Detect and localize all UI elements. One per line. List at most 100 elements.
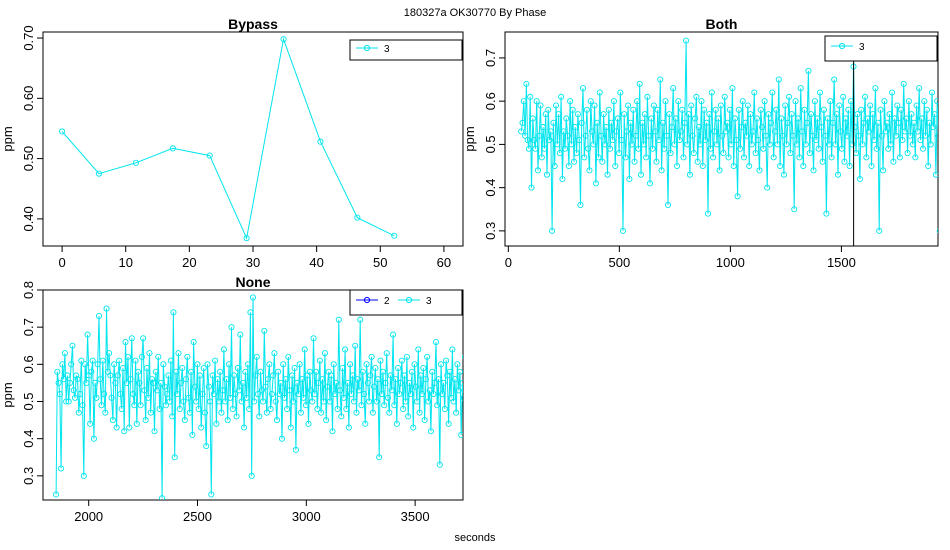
data-point [494, 358, 499, 363]
data-point [311, 391, 318, 398]
data-point [347, 361, 354, 368]
series-3 [59, 36, 398, 242]
data-point [871, 137, 878, 144]
data-point [64, 372, 71, 379]
data-point [271, 350, 278, 357]
data-point [166, 398, 173, 405]
data-point [205, 383, 212, 390]
y-tick-label: 0.5 [21, 392, 36, 410]
data-point [883, 119, 891, 126]
data-point [543, 171, 551, 178]
data-point [637, 171, 645, 178]
data-point [512, 391, 517, 396]
data-point [147, 409, 154, 416]
data-point [532, 369, 537, 374]
data-point [253, 353, 260, 360]
data-point [684, 141, 691, 148]
data-point [731, 115, 739, 122]
data-point [71, 394, 79, 401]
data-point [841, 158, 848, 165]
data-point [795, 115, 802, 122]
data-point [266, 361, 273, 368]
data-point [640, 141, 647, 148]
data-point [789, 132, 797, 139]
data-point [65, 398, 72, 405]
data-point [698, 98, 705, 105]
data-point [887, 141, 894, 148]
data-point [496, 377, 501, 382]
data-point [145, 394, 152, 401]
data-point [894, 102, 901, 109]
data-point [627, 119, 634, 126]
data-point [541, 145, 548, 152]
data-point [878, 132, 885, 139]
data-point [842, 115, 849, 122]
data-point [109, 417, 116, 424]
y-tick-label: 0.6 [21, 355, 36, 373]
data-point [316, 357, 323, 364]
data-point [801, 106, 808, 113]
data-point [379, 368, 387, 375]
x-tick-label: 30 [246, 255, 260, 270]
data-point [225, 361, 233, 368]
data-point [564, 132, 571, 139]
data-point [672, 115, 679, 122]
data-point [415, 346, 422, 353]
data-point [851, 124, 858, 131]
data-point [395, 365, 402, 372]
legend-label: 3 [426, 296, 432, 307]
data-point [779, 132, 786, 139]
data-point [706, 111, 713, 118]
data-point [662, 98, 669, 105]
legend-marker [363, 296, 371, 304]
data-point [398, 357, 405, 364]
data-point [712, 106, 719, 113]
legend-marker [838, 42, 846, 50]
data-point [135, 368, 142, 375]
data-point [456, 368, 463, 375]
data-point [729, 85, 736, 92]
data-point [747, 111, 754, 118]
data-point [194, 361, 201, 368]
data-point [336, 387, 344, 394]
data-point [744, 102, 751, 109]
data-point [720, 150, 727, 157]
data-point [261, 327, 268, 334]
data-point [472, 399, 477, 404]
data-point [73, 372, 80, 379]
data-point [942, 155, 947, 160]
data-point [246, 405, 253, 412]
data-point [707, 145, 714, 152]
data-point [895, 119, 902, 126]
data-point [339, 365, 346, 372]
y-tick-label: 0.8 [21, 281, 36, 299]
data-point [523, 391, 528, 396]
data-point [270, 372, 277, 379]
data-point [833, 111, 840, 118]
data-point [131, 402, 138, 409]
data-point [645, 132, 652, 139]
data-point [561, 145, 569, 152]
x-tick-label: 1500 [827, 255, 856, 270]
data-point [324, 383, 331, 390]
data-point [699, 162, 706, 170]
data-point [908, 111, 915, 118]
data-point [886, 111, 893, 118]
data-point [574, 111, 581, 118]
data-point [431, 379, 438, 386]
data-point [631, 158, 638, 165]
data-point [796, 154, 803, 161]
data-point [766, 141, 773, 148]
data-point [912, 154, 919, 161]
data-point [128, 335, 135, 342]
data-point [230, 372, 238, 379]
data-point [581, 154, 588, 161]
data-point [616, 150, 623, 157]
data-point [522, 369, 527, 374]
data-point [609, 137, 616, 144]
data-point [685, 111, 692, 118]
data-point [823, 210, 830, 217]
data-point [184, 353, 191, 360]
data-point [735, 106, 742, 113]
data-point [300, 394, 307, 401]
